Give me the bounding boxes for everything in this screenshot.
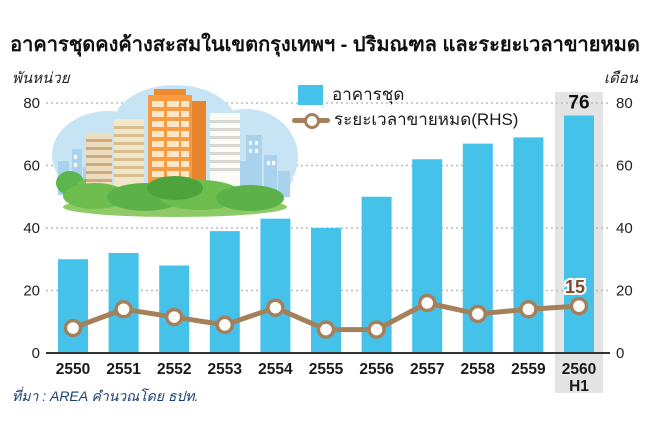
marker-2557 [417, 293, 437, 313]
marker-2555 [316, 320, 336, 339]
x-label-2556: 2556 [359, 361, 394, 378]
left-tick-60: 60 [23, 158, 40, 175]
marker-2550 [63, 318, 83, 338]
legend-row-bar: อาคารชุด [298, 82, 518, 107]
bar-2560 [564, 115, 594, 353]
circle-marker-glyph [304, 112, 320, 129]
x-label-2555: 2555 [309, 361, 344, 378]
source-note: ที่มา : AREA คำนวณโดย ธปท. [12, 388, 199, 404]
marker-2558 [468, 304, 488, 324]
x-label-2557: 2557 [410, 361, 444, 378]
marker-2556 [367, 320, 386, 339]
right-axis-unit-label: เดือน [603, 70, 638, 87]
left-tick-20: 20 [23, 283, 40, 300]
left-tick-80: 80 [23, 95, 40, 112]
right-tick-20: 20 [616, 283, 633, 300]
right-tick-40: 40 [616, 220, 633, 237]
x-label-2550: 2550 [56, 361, 90, 378]
distant-windows [74, 141, 275, 167]
legend-row-line: ระยะเวลาขายหมด(RHS) [292, 107, 519, 132]
x-label-2552: 2552 [157, 361, 191, 378]
marker-2554 [266, 298, 285, 317]
legend: อาคารชุด ระยะเวลาขายหมด(RHS) [292, 82, 519, 132]
bar-series-swatch-icon [298, 84, 323, 105]
bar-2553 [209, 231, 240, 353]
left-tick-0: 0 [32, 345, 40, 362]
x-label-2558: 2558 [461, 361, 496, 378]
line-value-label: 15 [565, 277, 585, 297]
left-tick-40: 40 [23, 220, 40, 237]
bar-2557 [412, 159, 443, 353]
bar-series-label: อาคารชุด [332, 85, 405, 104]
left-axis-unit-label: พันหน่วย [12, 70, 70, 87]
bar-2550 [58, 259, 88, 353]
line-series-marker-icon [292, 112, 330, 129]
x-label-2559: 2559 [511, 361, 546, 378]
x-label-2560: 2560 [562, 361, 596, 378]
right-tick-0: 0 [616, 345, 624, 362]
tan-building-right [114, 119, 144, 195]
bar-value-label: 76 [568, 93, 589, 114]
bar-2554 [260, 218, 291, 353]
right-tick-60: 60 [616, 158, 633, 175]
x-label-2553: 2553 [208, 361, 243, 378]
marker-2560 [569, 296, 589, 316]
chart-title: อาคารชุดคงค้างสะสมในเขตกรุงเทพฯ - ปริมณฑ… [10, 34, 640, 56]
city-illustration [52, 85, 298, 217]
marker-2559 [519, 300, 538, 319]
right-tick-80: 80 [616, 95, 633, 112]
bar-2559 [513, 137, 544, 353]
marker-2552 [164, 307, 184, 327]
x-label-2551: 2551 [106, 361, 141, 378]
marker-2551 [114, 300, 133, 319]
front-greenery [63, 176, 287, 217]
x-label-2554: 2554 [258, 361, 293, 378]
marker-2553 [215, 315, 235, 335]
x-sublabel-2560: H1 [569, 378, 589, 395]
line-series-label: ระยะเวลาขายหมด(RHS) [334, 110, 519, 129]
